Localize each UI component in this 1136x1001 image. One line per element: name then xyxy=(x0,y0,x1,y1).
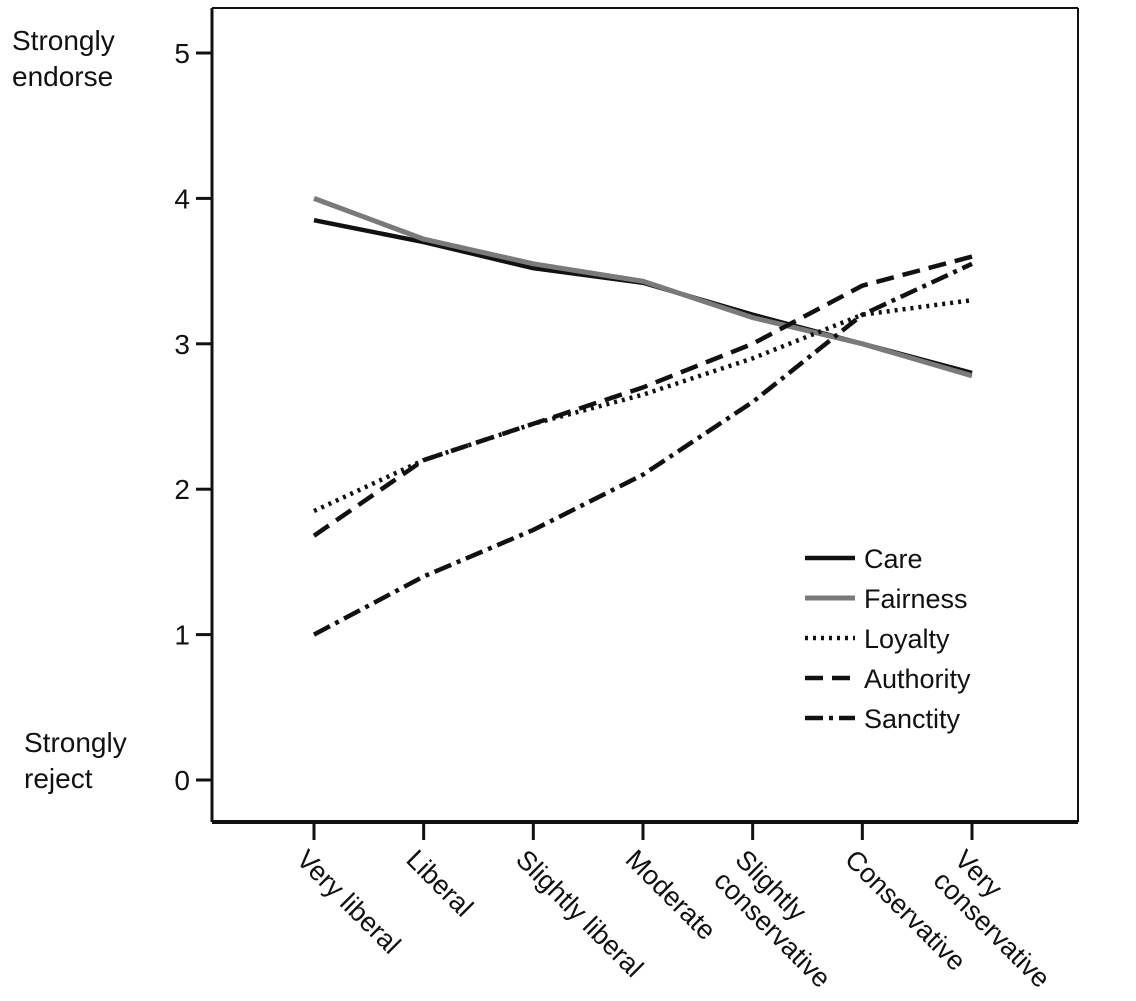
legend-label-sanctity: Sanctity xyxy=(864,704,961,734)
legend-label-fairness: Fairness xyxy=(864,584,968,614)
y-tick-label-4: 4 xyxy=(174,183,190,214)
legend-label-loyalty: Loyalty xyxy=(864,624,950,654)
y-tick-label-1: 1 xyxy=(174,620,190,651)
series-line-loyalty xyxy=(313,297,973,514)
series-line-fairness xyxy=(313,196,973,379)
y-tick-label-0: 0 xyxy=(174,765,190,796)
y-top-label-line-1: Strongly xyxy=(12,25,115,56)
y-bottom-label-line-2: reject xyxy=(24,763,93,794)
plot-frame xyxy=(210,7,1079,824)
y-bottom-label-line-1: Strongly xyxy=(24,727,127,758)
series-line-sanctity xyxy=(312,261,973,637)
y-top-label-line-2: endorse xyxy=(12,61,113,92)
y-tick-label-5: 5 xyxy=(174,38,190,69)
series-lines xyxy=(312,196,973,637)
legend-label-care: Care xyxy=(864,544,923,574)
y-tick-label-2: 2 xyxy=(174,474,190,505)
legend: Care Fairness Loyalty Authority Sanctity xyxy=(805,544,971,734)
legend-label-authority: Authority xyxy=(864,664,971,694)
y-axis: 0 1 2 3 4 5 xyxy=(174,38,212,796)
y-tick-label-3: 3 xyxy=(174,329,190,360)
series-line-authority xyxy=(312,254,973,538)
